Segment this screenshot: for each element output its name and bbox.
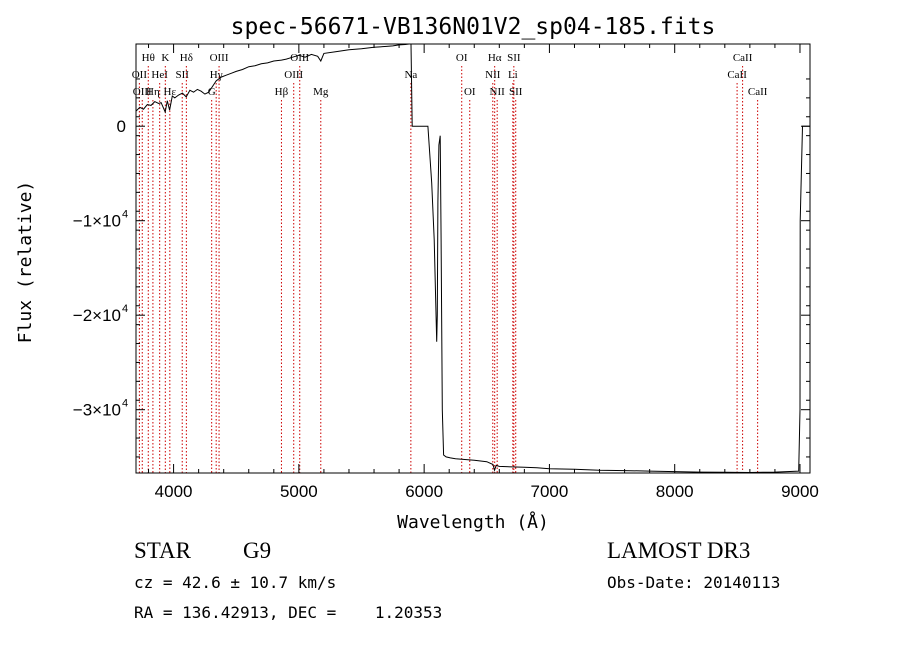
line-marker-label-23: Li: [508, 69, 518, 81]
line-marker-label-22: SII: [507, 52, 521, 64]
line-marker-label-27: CaII: [748, 86, 768, 98]
line-marker-label-0: Hθ: [142, 52, 155, 64]
flux-series-line: [135, 43, 810, 474]
survey-name: LAMOST DR3: [607, 538, 751, 563]
y-tick-label-0: 0: [117, 117, 126, 136]
y-tick-label-1: −1×10: [73, 212, 121, 231]
line-marker-label-11: G: [208, 86, 216, 98]
line-marker-label-14: Hβ: [275, 86, 289, 98]
spectrum-chart: spec-56671-VB136N01V2_sp04-185.fits Hθ OI…: [15, 14, 819, 533]
line-marker-label-18: OI: [464, 86, 476, 98]
y-tick-exponent-3: 4: [122, 398, 128, 410]
y-axis-label: Flux (relative): [15, 181, 36, 344]
line-marker-label-26: CaII: [727, 69, 747, 81]
x-tick-label-4: 8000: [656, 482, 694, 501]
chart-title: spec-56671-VB136N01V2_sp04-185.fits: [231, 14, 716, 40]
object-class: STAR: [134, 538, 191, 563]
line-marker-label-4: HeI: [151, 69, 168, 81]
line-marker-label-3: Hη: [146, 86, 160, 98]
x-axis-label: Wavelength (Å): [397, 511, 549, 533]
x-tick-label-5: 9000: [781, 482, 819, 501]
x-tick-label-0: 4000: [155, 482, 193, 501]
line-marker-label-21: NII: [490, 86, 506, 98]
coords-text: RA = 136.42913, DEC = 1.20353: [134, 603, 443, 622]
line-marker-label-9: OIII: [210, 52, 229, 64]
line-marker-label-19: Hα: [488, 52, 502, 64]
object-subclass: G9: [243, 538, 272, 563]
line-marker-label-24: SII: [509, 86, 523, 98]
line-marker-label-13: OIII: [284, 69, 303, 81]
x-tick-label-1: 5000: [280, 482, 318, 501]
y-tick-label-2: −2×10: [73, 306, 121, 325]
line-marker-label-12: OIII: [290, 52, 309, 64]
line-marker-label-15: Mg: [313, 86, 329, 98]
x-tick-label-2: 6000: [405, 482, 443, 501]
y-tick-label-3: −3×10: [73, 401, 121, 420]
line-marker-label-6: SII: [176, 69, 190, 81]
line-marker-label-2: OIII: [133, 86, 152, 98]
plot-frame: [135, 43, 811, 474]
y-tick-exponent-2: 4: [122, 303, 128, 315]
line-marker-label-25: CaII: [733, 52, 753, 64]
obs-date: Obs-Date: 20140113: [607, 573, 781, 592]
line-marker-label-7: Hε: [164, 86, 177, 98]
redshift-text: cz = 42.6 ± 10.7 km/s: [134, 573, 337, 592]
line-marker-label-20: NII: [485, 69, 501, 81]
line-marker-label-5: K: [161, 52, 169, 64]
line-marker-label-16: Na: [404, 69, 417, 81]
line-marker-label-17: OI: [456, 52, 468, 64]
line-marker-label-10: Hγ: [210, 69, 223, 81]
x-tick-label-3: 7000: [531, 482, 569, 501]
line-marker-label-8: Hδ: [180, 52, 193, 64]
y-tick-exponent-1: 4: [122, 209, 128, 221]
